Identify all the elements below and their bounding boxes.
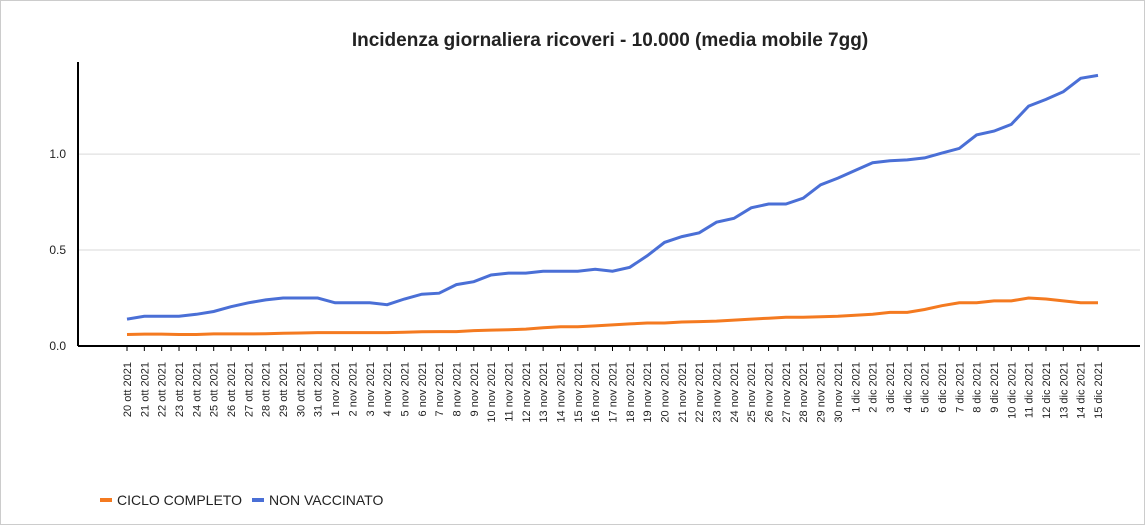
x-tick-label: 21 ott 2021 — [139, 362, 151, 417]
x-tick-label: 8 nov 2021 — [451, 362, 463, 416]
x-tick-label: 25 nov 2021 — [746, 362, 758, 423]
x-tick-label: 24 ott 2021 — [191, 362, 203, 417]
x-tick-label: 21 nov 2021 — [677, 362, 689, 423]
x-tick-label: 3 nov 2021 — [365, 362, 377, 416]
x-tick-label: 15 nov 2021 — [573, 362, 585, 423]
x-tick-label: 7 dic 2021 — [954, 362, 966, 413]
x-tick-label: 2 nov 2021 — [347, 362, 359, 416]
x-tick-label: 6 nov 2021 — [417, 362, 429, 416]
x-tick-label: 25 ott 2021 — [209, 362, 221, 417]
y-tick-label: 0.5 — [49, 243, 66, 257]
y-tick-label: 0.0 — [49, 339, 66, 353]
chart-title: Incidenza giornaliera ricoveri - 10.000 … — [352, 30, 868, 51]
x-tick-label: 31 ott 2021 — [313, 362, 325, 417]
x-tick-label: 12 nov 2021 — [521, 362, 533, 423]
x-tick-label: 26 ott 2021 — [226, 362, 238, 417]
x-tick-label: 16 nov 2021 — [590, 362, 602, 423]
x-tick-label: 9 dic 2021 — [989, 362, 1001, 413]
x-tick-label: 22 ott 2021 — [157, 362, 169, 417]
legend-label: NON VACCINATO — [269, 492, 383, 508]
legend-label: CICLO COMPLETO — [117, 492, 242, 508]
x-tick-label: 8 dic 2021 — [972, 362, 984, 413]
series-line — [126, 296, 1098, 336]
x-tick-label: 14 nov 2021 — [555, 362, 567, 423]
x-tick-label: 27 ott 2021 — [243, 362, 255, 417]
x-tick-label: 4 nov 2021 — [382, 362, 394, 416]
x-tick-label: 20 nov 2021 — [660, 362, 672, 423]
x-tick-label: 2 dic 2021 — [868, 362, 880, 413]
x-tick-label: 26 nov 2021 — [764, 362, 776, 423]
x-tick-label: 18 nov 2021 — [625, 362, 637, 423]
x-tick-label: 10 nov 2021 — [486, 362, 498, 423]
x-tick-label: 14 dic 2021 — [1076, 362, 1088, 419]
x-tick-label: 28 nov 2021 — [798, 362, 810, 423]
x-tick-label: 29 nov 2021 — [816, 362, 828, 423]
x-tick-label: 27 nov 2021 — [781, 362, 793, 423]
x-tick-label: 30 ott 2021 — [295, 362, 307, 417]
x-tick-label: 4 dic 2021 — [902, 362, 914, 413]
x-tick-label: 1 dic 2021 — [850, 362, 862, 413]
y-tick-label: 1.0 — [49, 147, 66, 161]
x-tick-label: 22 nov 2021 — [694, 362, 706, 423]
x-tick-label: 29 ott 2021 — [278, 362, 290, 417]
x-tick-label: 5 nov 2021 — [399, 362, 411, 416]
x-tick-label: 13 nov 2021 — [538, 362, 550, 423]
x-tick-label: 11 nov 2021 — [503, 362, 515, 422]
x-tick-label: 23 nov 2021 — [712, 362, 724, 423]
x-tick-label: 19 nov 2021 — [642, 362, 654, 423]
x-tick-label: 10 dic 2021 — [1006, 362, 1018, 419]
x-tick-label: 17 nov 2021 — [608, 362, 620, 423]
x-tick-label: 15 dic 2021 — [1093, 362, 1105, 419]
series-line — [126, 73, 1099, 321]
x-tick-label: 11 dic 2021 — [1024, 362, 1036, 418]
x-tick-label: 12 dic 2021 — [1041, 362, 1053, 419]
x-tick-label: 1 nov 2021 — [330, 362, 342, 416]
x-tick-label: 30 nov 2021 — [833, 362, 845, 423]
x-tick-label: 23 ott 2021 — [174, 362, 186, 417]
x-tick-label: 6 dic 2021 — [937, 362, 949, 413]
x-tick-label: 5 dic 2021 — [920, 362, 932, 413]
x-tick-label: 20 ott 2021 — [122, 362, 134, 417]
x-tick-label: 24 nov 2021 — [729, 362, 741, 423]
x-tick-label: 9 nov 2021 — [469, 362, 481, 416]
x-tick-label: 13 dic 2021 — [1058, 362, 1070, 419]
x-tick-label: 3 dic 2021 — [885, 362, 897, 413]
x-tick-label: 28 ott 2021 — [261, 362, 273, 417]
x-tick-label: 7 nov 2021 — [434, 362, 446, 416]
